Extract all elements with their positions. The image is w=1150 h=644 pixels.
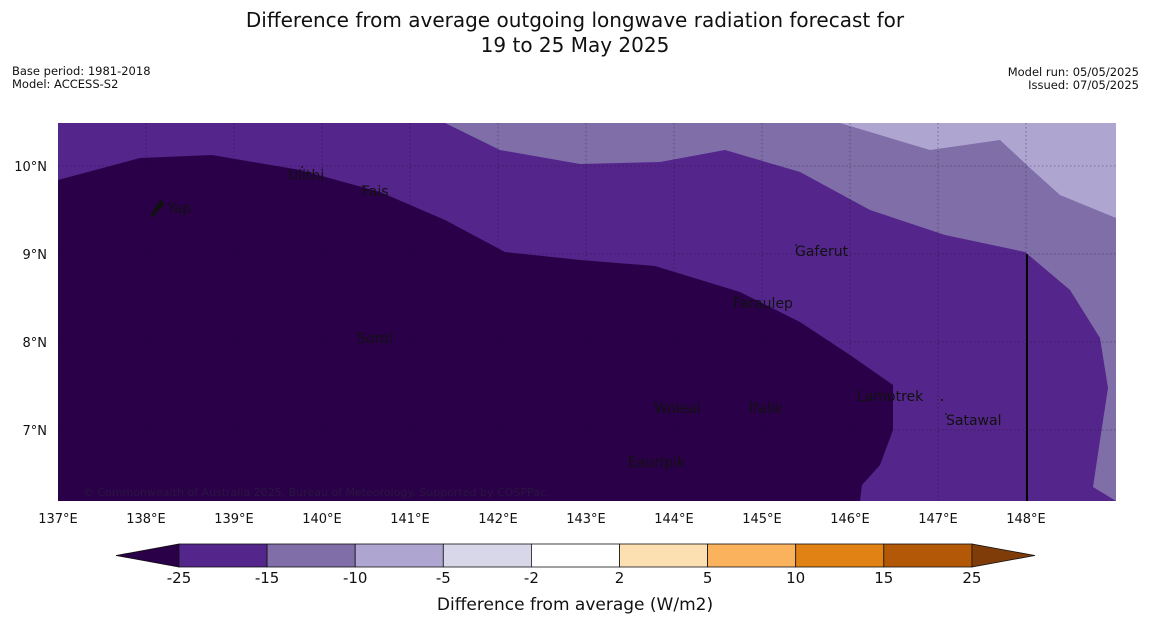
place-label-lamotrek: Lamotrek (857, 389, 924, 405)
colorbar-label: Difference from average (W/m2) (437, 595, 713, 615)
model-run: Model run: 05/05/2025 (1007, 65, 1139, 79)
colorbar-tick-label: -2 (524, 569, 539, 587)
place-label-sorol: Sorol (357, 331, 392, 347)
lon-label-138e: 138°E (126, 512, 166, 527)
title-line-1: Difference from average outgoing longwav… (245, 8, 905, 32)
place-labels: Yap Ulithi Fais Gaferut Faraulep Sorol L… (166, 168, 1001, 471)
place-label-satawal: Satawal (946, 413, 1001, 429)
colorbar-segment-3 (354, 543, 444, 568)
map-panel: Yap Ulithi Fais Gaferut Faraulep Sorol L… (58, 123, 1116, 501)
colorbar-segment-9 (883, 543, 973, 568)
lat-label-8n: 8°N (23, 336, 48, 351)
colorbar-segment-8 (795, 543, 885, 568)
lon-label-146e: 146°E (830, 512, 870, 527)
colorbar-tick-label: 10 (786, 569, 805, 587)
place-label-woleai: Woleai (654, 401, 701, 417)
lon-label-147e: 147°E (918, 512, 958, 527)
colorbar-tick-label: -10 (343, 569, 368, 587)
place-label-eauripik: Eauripik (628, 455, 686, 471)
title-line-2: 19 to 25 May 2025 (480, 33, 670, 57)
colorbar-tick-label: 25 (962, 569, 981, 587)
place-label-gaferut: Gaferut (795, 244, 849, 260)
lon-label-137e: 137°E (38, 512, 78, 527)
lon-label-148e: 148°E (1006, 512, 1046, 527)
colorbar-segment-6 (619, 543, 708, 568)
colorbar-tick-label: -15 (255, 569, 280, 587)
lon-label-143e: 143°E (566, 512, 606, 527)
band-below-minus25 (58, 155, 893, 501)
place-label-fais: Fais (362, 184, 389, 200)
place-label-faraulep: Faraulep (733, 296, 793, 312)
colorbar-extend-high (971, 543, 1035, 568)
colorbar-tick-label: -25 (167, 569, 192, 587)
colorbar: -25 -15 -10 -5 -2 2 5 10 15 25 (115, 543, 1035, 587)
yap-island (150, 199, 165, 217)
lon-label-140e: 140°E (302, 512, 342, 527)
colorbar-segment-7 (707, 543, 797, 568)
metadata-left: Base period: 1981-2018 Model: ACCESS-S2 (12, 65, 151, 91)
issued-date: Issued: 07/05/2025 (1028, 78, 1139, 92)
colorbar-tick-label: 2 (615, 569, 625, 587)
metadata-right: Model run: 05/05/2025 Issued: 07/05/2025 (1008, 66, 1139, 92)
lon-label-139e: 139°E (214, 512, 254, 527)
colorbar-tick-label: 15 (874, 569, 893, 587)
graticule (58, 123, 1116, 501)
lon-label-142e: 142°E (478, 512, 518, 527)
copyright-notice: © Commonwealth of Australia 2025, Bureau… (83, 486, 549, 499)
colorbar-extend-low (115, 543, 180, 568)
lat-label-7n: 7°N (23, 424, 48, 439)
model-name: Model: ACCESS-S2 (12, 77, 119, 91)
longitude-labels: 137°E 138°E 139°E 140°E 141°E 142°E 143°… (38, 512, 1046, 527)
colorbar-segment-4 (442, 543, 532, 568)
lat-label-10n: 10°N (14, 160, 47, 175)
colorbar-segment-2 (266, 543, 356, 568)
island-dots (301, 166, 947, 458)
latitude-labels: 10°N 9°N 8°N 7°N (14, 160, 47, 439)
place-label-ulithi: Ulithi (288, 168, 324, 184)
lat-label-9n: 9°N (23, 248, 48, 263)
lon-label-141e: 141°E (390, 512, 430, 527)
lon-label-145e: 145°E (742, 512, 782, 527)
band-minus10-to-minus5 (840, 123, 1116, 218)
place-label-ifalik: Ifalik (749, 401, 783, 417)
colorbar-tick-label: -5 (436, 569, 451, 587)
base-period: Base period: 1981-2018 (12, 64, 151, 78)
colorbar-segment-1 (178, 543, 268, 568)
colorbar-tick-label: 5 (703, 569, 713, 587)
colorbar-segment-5 (531, 543, 620, 568)
map-title: Difference from average outgoing longwav… (0, 8, 1150, 58)
lon-label-144e: 144°E (654, 512, 694, 527)
place-label-yap: Yap (166, 201, 191, 217)
